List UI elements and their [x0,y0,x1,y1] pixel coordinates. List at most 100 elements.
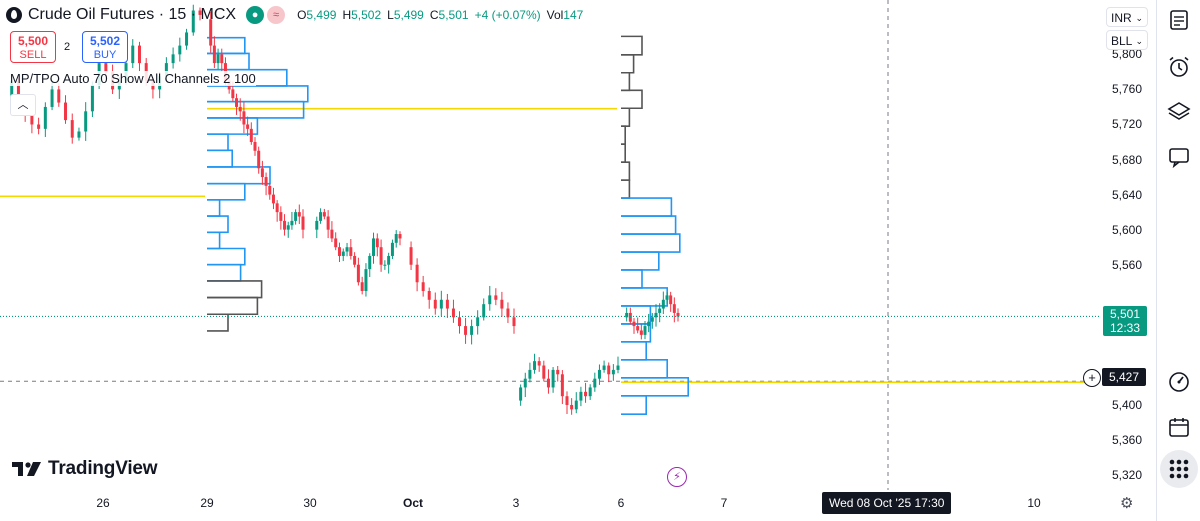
candle-body [264,177,268,186]
indicator-label[interactable]: MP/TPO Auto 70 Show All Channels 2 100 [10,71,256,86]
time-tick-label: 6 [617,496,625,510]
candle-body [519,387,523,401]
buy-button[interactable]: 5,502 BUY [82,31,128,63]
candle-body [64,102,68,121]
sell-button[interactable]: 5,500 SELL [10,31,56,63]
candle-body [551,369,555,388]
price-chart[interactable] [0,0,1100,490]
chart-canvas [0,0,1100,490]
buy-price: 5,502 [89,34,121,48]
tpo-bin [621,89,643,110]
tpo-bin [207,280,263,299]
candle-body [164,63,168,77]
candle-body [364,269,368,292]
tradingview-logo-icon [12,462,41,476]
calendar-icon[interactable] [1167,415,1191,439]
tpo-bin [621,71,631,92]
tpo-bin [621,143,626,163]
last-price-tag: 5,501 12:33 [1103,306,1147,336]
tpo-bin [621,161,631,181]
alarm-clock-icon[interactable] [1167,55,1191,79]
candle-body [286,225,290,230]
price-tick-label: 5,600 [1112,222,1143,237]
candle-body [669,295,673,305]
candle-body [185,32,189,46]
right-toolbar [1156,0,1200,521]
candle-body [57,89,61,103]
candle-body [349,247,353,256]
candle-body [246,124,250,129]
candle-body [625,312,629,318]
chat-icon[interactable] [1167,145,1191,169]
candle-body [488,295,492,305]
candle-body [593,378,597,388]
candle-body [297,212,301,217]
candle-body [290,220,294,226]
layers-icon[interactable] [1167,100,1191,124]
speedometer-icon[interactable] [1167,370,1191,394]
high-value: 5,502 [351,8,382,22]
delayed-data-icon[interactable]: ≈ [267,6,286,24]
market-open-icon[interactable]: ● [246,6,265,24]
candle-body [565,396,569,405]
flash-icon[interactable]: ⚡ [667,467,687,487]
crosshair-time-label: Wed 08 Oct '25 17:30 [822,492,952,514]
candle-body [235,98,239,107]
price-tick-label: 5,760 [1112,82,1143,97]
candle-body [632,321,636,327]
open-value: 5,499 [306,8,337,22]
currency-value: INR [1111,11,1132,25]
candle-body [458,317,461,327]
tpo-bin [621,341,647,361]
tpo-bin [207,263,242,282]
candle-body [242,111,246,125]
price-axis[interactable]: 5,501 12:33 5,427 5,320 5,360 5,400 5,560 5,… [1100,0,1156,490]
time-axis[interactable]: Wed 08 Oct '25 17:30 26 29 30 Oct 3 6 7 10 [0,490,1100,521]
mode-dropdown[interactable]: BLL ⌄ [1106,30,1148,50]
price-tick-label: 5,320 [1112,468,1143,483]
candle-body [334,238,338,248]
candle-body [77,131,81,138]
candle-body [341,251,345,256]
candle-body [238,106,242,112]
candle-body [390,242,394,256]
tpo-bin [207,231,221,250]
candle-body [37,124,41,129]
candle-body [482,304,486,318]
candle-body [178,45,182,55]
chevron-up-icon[interactable]: ︿ [10,94,36,116]
spread-value: 2 [64,41,71,53]
candle-body [375,238,379,248]
candle-body [379,247,383,265]
time-tick-label: 7 [720,496,728,510]
candle-body [647,321,651,327]
candle-body [556,369,560,375]
tpo-bin [207,199,221,217]
candle-body [464,326,468,335]
calendar-icon[interactable] [1167,8,1191,32]
tpo-bin [207,100,305,119]
add-alert-button[interactable]: + [1083,369,1101,387]
candle-body [494,295,498,300]
tpo-bin [207,36,246,55]
price-tick-label: 5,720 [1112,117,1143,132]
settings-gear-icon[interactable]: ⚙ [1120,495,1134,512]
candle-body [30,115,34,125]
candle-body [421,282,425,292]
candle-body [315,220,319,230]
candle-body [439,299,443,309]
candle-body [528,369,532,379]
candle-body [249,128,253,143]
price-tick-label: 5,800 [1112,47,1143,62]
candle-series [409,241,516,345]
symbol-title[interactable]: Crude Oil Futures · 15 · MCX [28,6,237,23]
volume-value: 147 [563,8,584,22]
candle-series [625,291,680,340]
candle-body [415,264,419,283]
tpo-bin [621,179,631,199]
candle-body [506,308,510,318]
candle-body [546,378,550,388]
candle-body [584,391,588,397]
grid-icon[interactable] [1167,457,1191,481]
currency-dropdown[interactable]: INR ⌄ [1106,7,1148,27]
